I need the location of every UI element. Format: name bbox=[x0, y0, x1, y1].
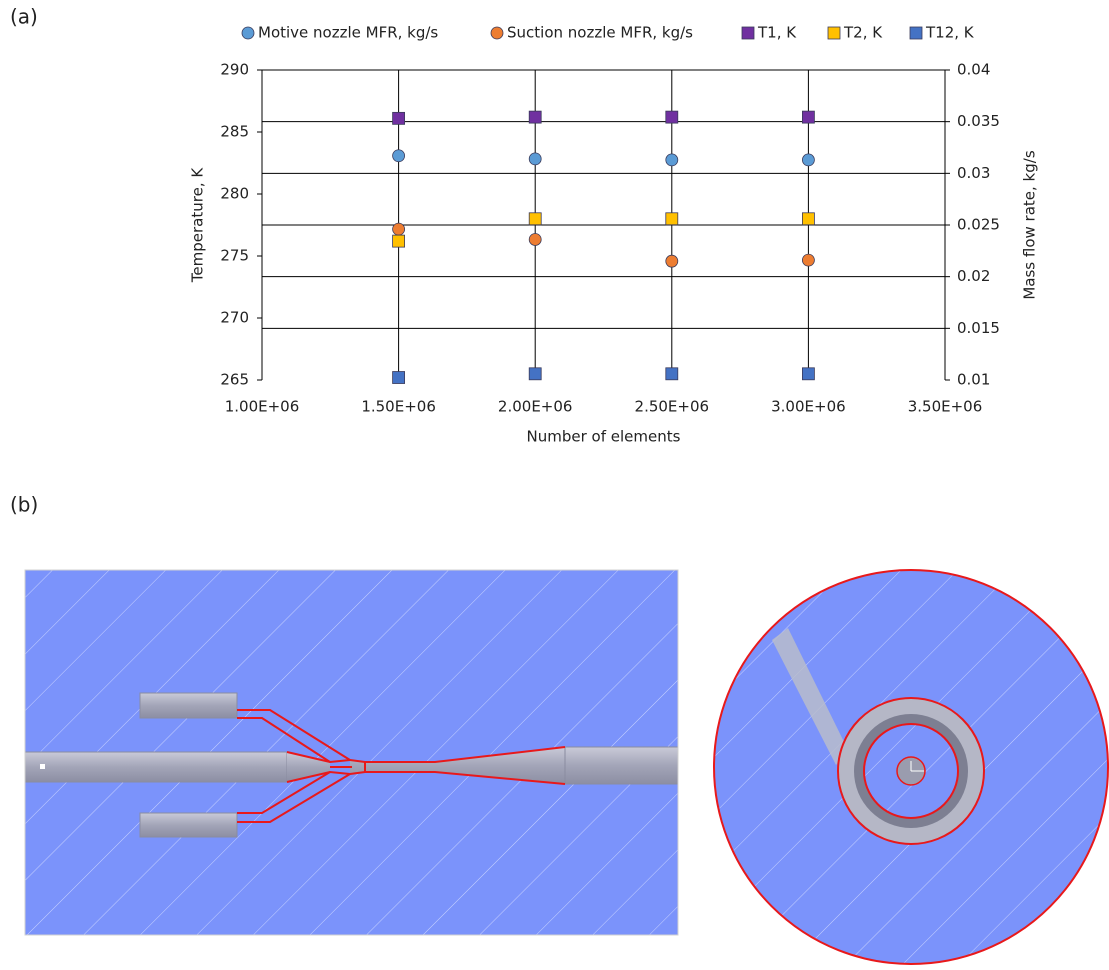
chart: 1.00E+06 1.50E+06 2.00E+06 2.50E+06 3.00E+06… bbox=[189, 24, 1039, 446]
data-point bbox=[393, 372, 405, 384]
x-tick-label: 3.50E+06 bbox=[908, 398, 983, 416]
legend-label: T2, K bbox=[843, 24, 883, 42]
data-point bbox=[529, 111, 541, 123]
data-point bbox=[393, 112, 405, 124]
x-tick-label: 2.00E+06 bbox=[498, 398, 573, 416]
y2-tick-label: 0.04 bbox=[957, 61, 990, 79]
y-tick-label: 290 bbox=[220, 61, 249, 79]
data-point bbox=[802, 154, 814, 166]
data-point bbox=[666, 213, 678, 225]
y2-axis-title: Mass flow rate, kg/s bbox=[1021, 150, 1039, 299]
x-axis-title: Number of elements bbox=[527, 428, 681, 446]
panel-label: (a) bbox=[10, 5, 38, 29]
legend-label: T1, K bbox=[757, 24, 797, 42]
data-point bbox=[529, 153, 541, 165]
data-point bbox=[666, 154, 678, 166]
legend-marker bbox=[242, 27, 254, 39]
nozzle-side-view bbox=[20, 570, 685, 935]
x-tick-label: 2.50E+06 bbox=[635, 398, 710, 416]
data-point bbox=[393, 235, 405, 247]
y-tick-label: 280 bbox=[220, 185, 249, 203]
legend-marker bbox=[828, 27, 840, 39]
y-tick-label: 265 bbox=[220, 371, 249, 389]
y2-tick-label: 0.015 bbox=[957, 319, 1000, 337]
x-tick-label: 3.00E+06 bbox=[771, 398, 846, 416]
y2-tick-label: 0.03 bbox=[957, 164, 990, 182]
x-tick-label: 1.00E+06 bbox=[225, 398, 300, 416]
data-point bbox=[802, 213, 814, 225]
data-point bbox=[393, 150, 405, 162]
y-tick-label: 275 bbox=[220, 247, 249, 265]
data-point bbox=[666, 368, 678, 380]
nozzle-front-view bbox=[714, 570, 1108, 964]
legend-marker bbox=[910, 27, 922, 39]
panel-label: (b) bbox=[10, 493, 38, 517]
data-point bbox=[393, 223, 405, 235]
data-point bbox=[802, 111, 814, 123]
figure: (a) (b) 1.00E+06 1.50E+06 2.00E+06 2.50E+06… bbox=[0, 0, 1109, 970]
y2-tick-label: 0.02 bbox=[957, 267, 990, 285]
legend-marker bbox=[742, 27, 754, 39]
y2-tick-label: 0.01 bbox=[957, 371, 990, 389]
legend-label: T12, K bbox=[925, 24, 975, 42]
y2-tick-label: 0.035 bbox=[957, 112, 1000, 130]
data-point bbox=[666, 111, 678, 123]
x-tick-label: 1.50E+06 bbox=[361, 398, 436, 416]
y-axis-title: Temperature, K bbox=[189, 167, 207, 284]
data-point bbox=[802, 254, 814, 266]
legend-marker bbox=[491, 27, 503, 39]
y-tick-label: 270 bbox=[220, 309, 249, 327]
y2-tick-label: 0.025 bbox=[957, 216, 1000, 234]
y-tick-label: 285 bbox=[220, 123, 249, 141]
data-point bbox=[529, 233, 541, 245]
data-point bbox=[666, 255, 678, 267]
data-point bbox=[529, 368, 541, 380]
legend-label: Motive nozzle MFR, kg/s bbox=[258, 24, 438, 42]
data-point bbox=[529, 213, 541, 225]
data-point bbox=[802, 368, 814, 380]
legend-label: Suction nozzle MFR, kg/s bbox=[507, 24, 693, 42]
